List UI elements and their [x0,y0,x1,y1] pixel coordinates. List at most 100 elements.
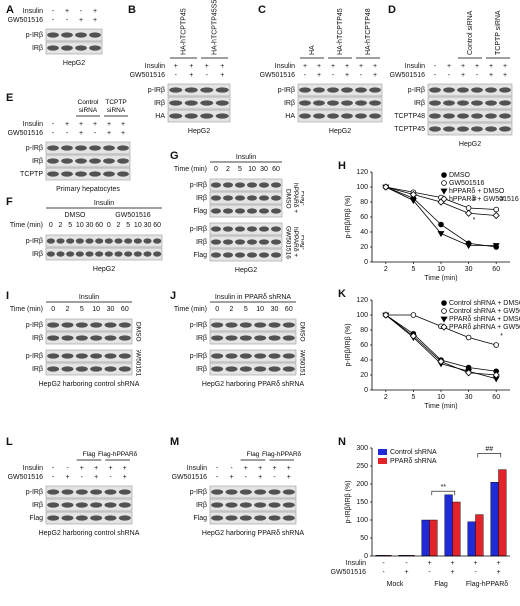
x-tick-label: 10 [437,266,445,273]
blot-band [485,126,497,132]
blot-band [103,171,115,177]
sign: + [94,465,98,472]
blot-band [90,322,103,328]
sign: + [93,121,97,128]
blot-band [61,322,74,328]
time-label: 10 [76,222,84,229]
blot-band [143,238,152,244]
sign: + [107,121,111,128]
blot-band [254,335,267,341]
blot-band [47,32,59,38]
band-label: IRβ [284,100,295,107]
blot-band [56,238,65,244]
marker [410,312,417,318]
bracket [477,453,502,458]
blot-band [258,226,270,232]
blot-band [210,226,222,232]
sign: + [79,17,83,24]
band-label: p-IRβ [26,32,43,39]
band-label: TCPTP45 [394,126,425,133]
blot-band [61,515,74,521]
sign: + [272,465,276,472]
sign: - [382,569,385,576]
blot-strip [209,498,297,512]
blot-band [246,208,258,214]
blot-band [61,32,73,38]
treatment-label: Insulin in PPARδ shRNA [215,294,291,301]
band-label: p-IRβ [190,226,207,233]
blot-band [47,145,59,151]
y-tick-label: 40 [360,229,368,236]
blot-band [118,502,131,508]
marker [382,311,390,319]
blot-band [75,353,88,359]
bar [429,519,438,557]
x-tick-label: 10 [437,394,445,401]
blot-band [47,171,59,177]
legend-label: Control shRNA [390,449,437,456]
band-label: Flag [29,515,43,522]
blot-band [169,100,183,106]
blot-band [254,502,267,508]
sign: - [405,560,408,567]
y-axis-label: p-IRβ/IRβ (%) [345,195,352,238]
blot-strip [209,349,297,363]
blot-band [341,113,353,119]
blot-band [471,113,483,119]
blot-band [499,100,511,106]
sign: - [52,130,55,137]
legend-label: Control shRNA + GW501516 [449,308,520,315]
blot-band [443,126,455,132]
sign: - [66,130,69,137]
y-tick-label: 120 [356,297,368,304]
sign: - [52,121,55,128]
blot-band [200,87,214,93]
band-label: IRβ [32,366,43,373]
y-tick-label: 20 [360,372,368,379]
sign: + [220,72,224,79]
legend-label: PPARδ shRNA + DMSO [449,316,520,323]
side-label: GW501516 [298,350,306,376]
blot-band [114,238,123,244]
blot-band [270,182,282,188]
panel-letter: E [6,92,13,104]
x-tick-label: 5 [411,266,415,273]
row-label: Insulin [275,63,295,70]
blot-band [104,366,117,372]
caption: HepG2 [329,128,351,135]
annotation: * [500,333,503,340]
blot-band [75,502,88,508]
blot-strip [45,154,131,168]
column-label: HA-hTCPTP45S50/57A [211,0,218,55]
side-label-box: Flag-hPPARδ + GW501516 [285,226,305,259]
annotation: * [473,217,476,224]
blot-band [429,87,441,93]
band-label: IRβ [154,100,165,107]
column-label: Flag-hPPARδ [262,450,302,458]
sign: + [345,72,349,79]
time-label: 0 [107,222,111,229]
marker [492,211,500,220]
row-label: GW501516 [172,474,208,481]
y-tick-label: 120 [356,169,368,176]
group-label: GW501516 [115,212,151,219]
band-label: p-IRβ [26,145,43,152]
blot-band [485,87,497,93]
blot-band [341,87,353,93]
blot-band [47,515,60,521]
treatment-label: Insulin [94,200,114,207]
time-label: 60 [272,166,280,173]
blot-strip [427,83,513,97]
column-label-box: Flag [83,451,96,458]
blot-band [225,502,238,508]
column-label: Flag-hPPARδ [98,450,138,458]
time-label: 10 [92,306,100,313]
blot-band [103,145,115,151]
sign: + [123,465,127,472]
sign: - [94,130,97,137]
y-tick-label: 100 [356,184,368,191]
marker [465,243,473,250]
panel-letter: G [170,150,179,162]
panel-letter: M [170,436,179,448]
marker [409,198,417,205]
